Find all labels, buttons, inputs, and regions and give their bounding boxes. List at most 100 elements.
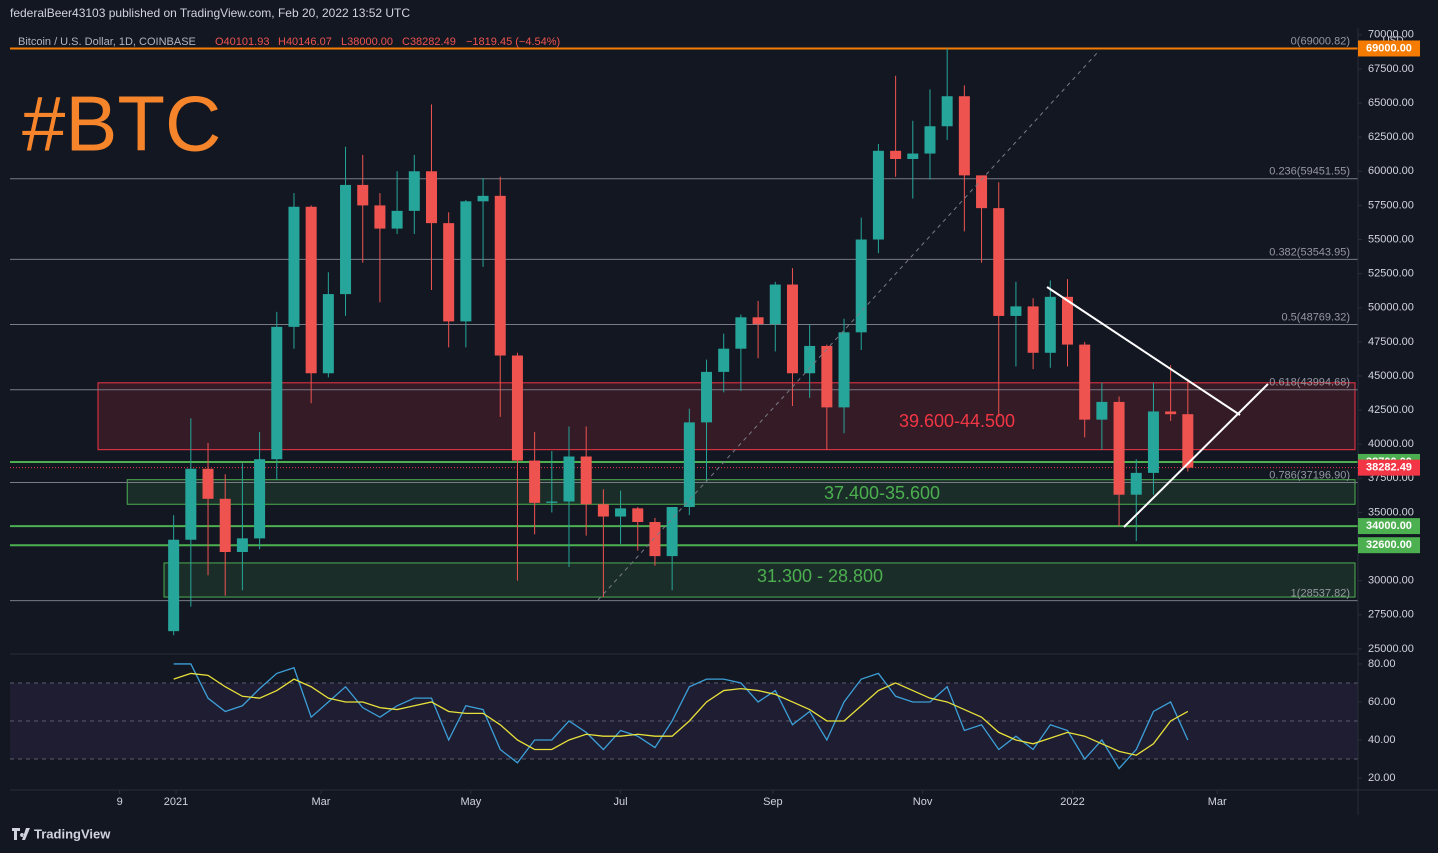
x-tick-label: 9 [117,796,123,808]
candle-body [752,317,764,325]
y-tick-label: 80.00 [1368,658,1396,670]
ohlc-change: −1819.45 (−4.54%) [466,36,560,48]
candle-body [924,126,936,154]
candle-body [511,355,523,461]
footer [0,815,1438,853]
candle-body [305,206,317,374]
candle-body [1044,296,1056,353]
y-tick-label: 30000.00 [1368,575,1414,587]
candle-body [202,468,214,499]
candle-body [683,422,695,507]
zone-label: 31.300 - 28.800 [757,566,883,586]
y-tick-label: 65000.00 [1368,97,1414,109]
fib-label: 0.382(53543.95) [1269,246,1350,258]
y-tick-label: 60000.00 [1368,165,1414,177]
candle-body [666,506,678,557]
candle-body [340,184,352,295]
y-tick-label: 50000.00 [1368,302,1414,314]
y-tick-label: 57500.00 [1368,199,1414,211]
candle-body [425,171,437,224]
x-tick-label: Mar [311,796,330,808]
candle-body [1061,296,1073,345]
candle-body [408,171,420,211]
candle-body [821,345,833,408]
candle-body [872,150,884,240]
ohlc-open: O40101.93 [215,36,269,48]
y-tick-label: 60.00 [1368,696,1396,708]
candle-body [443,223,455,322]
fib-label: 0.786(37196.90) [1269,469,1350,481]
fib-label: 0.236(59451.55) [1269,166,1350,178]
price-tag-label: 69000.00 [1366,42,1412,54]
x-tick-label: Mar [1208,796,1227,808]
x-tick-label: Nov [913,796,933,808]
price-tag [1358,518,1420,535]
candle-body [1147,411,1159,473]
x-tick-label: May [460,796,481,808]
price-tag [1358,459,1420,476]
price-tag-label: 38282.49 [1366,462,1412,474]
candle-body [288,206,300,327]
trend-lower [1123,383,1269,528]
candle-body [168,539,180,632]
ohlc-close: C38282.49 [402,36,456,48]
x-tick-label: 2022 [1060,796,1084,808]
y-tick-label: 25000.00 [1368,643,1414,655]
y-tick-label: 52500.00 [1368,268,1414,280]
trend-dashed [597,51,1099,601]
rsi-line [173,663,1189,770]
y-tick-label: 67500.00 [1368,63,1414,75]
candle-body [563,456,575,502]
fib-label: 0(69000.82) [1291,35,1350,47]
candle-body [391,210,403,229]
candle-body [374,205,386,229]
fib-label: 0.618(43994.68) [1269,377,1350,389]
candle-body [185,468,197,540]
x-tick-label: Jul [614,796,628,808]
tag-title: #BTC [22,80,221,168]
logo [12,828,30,840]
candle-body [322,294,334,374]
y-tick-label: 35000.00 [1368,506,1414,518]
candle-body [718,348,730,372]
candle-body [804,345,816,374]
y-tick-label: 55000.00 [1368,233,1414,245]
candle-body [1010,306,1022,316]
y-tick-label: 40.00 [1368,734,1396,746]
candle-body [529,460,541,503]
candle-body [993,208,1005,316]
fib-label: 0.5(48769.32) [1282,311,1351,323]
candle-body [735,317,747,349]
y-tick-label: 47500.00 [1368,336,1414,348]
candle-body [615,508,627,517]
candle-body [254,459,266,539]
price-tag-label: 32600.00 [1366,539,1412,551]
price-tag [1358,40,1420,57]
x-tick-label: 2021 [164,796,188,808]
candle-body [958,96,970,176]
candle-body [1079,344,1091,420]
plot: 0(69000.82) 0.236(59451.55) 0.382(53543.95… [10,35,1358,770]
price-tag-label: 34000.00 [1366,520,1412,532]
candle-body [701,371,713,423]
candle-body [632,508,644,522]
ohlc-high: H40146.07 [278,36,332,48]
candle-body [976,175,988,209]
candle-body [357,184,369,206]
candle-body [460,201,472,322]
candle-body [838,332,850,408]
trend-upper [1046,286,1241,416]
candle-body [477,195,489,202]
candle-body [855,239,867,333]
zone-label: 39.600-44.500 [899,411,1015,431]
candle-body [890,150,902,160]
candle-body [649,521,661,557]
symbol: Bitcoin / U.S. Dollar, 1D, COINBASE [18,36,196,48]
ohlc-low: L38000.00 [341,36,393,48]
zone [97,382,1356,451]
candle-body [494,195,506,356]
price-tag [1358,537,1420,554]
candle-body [907,153,919,160]
